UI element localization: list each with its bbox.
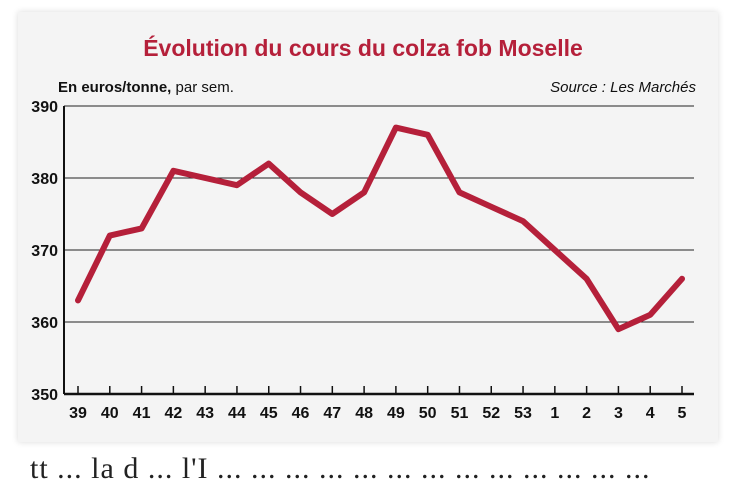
x-tick-label: 53 — [514, 405, 532, 422]
y-tick-label: 350 — [31, 387, 58, 404]
data-point — [329, 211, 335, 217]
x-tick-label: 50 — [419, 405, 437, 422]
x-tick-label: 3 — [614, 405, 623, 422]
x-tick-label: 47 — [323, 405, 341, 422]
x-tick-label: 42 — [164, 405, 182, 422]
axes — [63, 106, 694, 396]
x-tick-label: 5 — [678, 405, 687, 422]
data-point — [393, 125, 399, 131]
data-point — [107, 233, 113, 239]
data-point — [647, 312, 653, 318]
y-tick-label: 390 — [31, 99, 58, 116]
partial-text-below: tt ... la d ... l'I ... ... ... ... ... … — [30, 452, 651, 486]
x-tick-label: 52 — [482, 405, 500, 422]
y-tick-label: 380 — [31, 171, 58, 188]
data-point — [75, 297, 81, 303]
grid-lines — [64, 105, 694, 323]
series-line — [75, 124, 685, 333]
x-tick-label: 44 — [228, 405, 246, 422]
data-point — [520, 218, 526, 224]
data-point — [202, 175, 208, 181]
unit-label-bold: En euros/tonne, — [58, 79, 171, 96]
data-point — [170, 168, 176, 174]
data-point — [298, 189, 304, 195]
data-point — [456, 189, 462, 195]
x-tick-label: 2 — [582, 405, 591, 422]
y-tick-label: 360 — [31, 315, 58, 332]
x-tick-label: 49 — [387, 405, 405, 422]
x-tick-label: 45 — [260, 405, 278, 422]
data-point — [234, 182, 240, 188]
data-point — [266, 161, 272, 167]
data-point — [584, 276, 590, 282]
source-label: Source : Les Marchés — [550, 79, 696, 96]
data-point — [361, 189, 367, 195]
y-axis-ticks: 350 360 370 380 390 — [31, 99, 58, 404]
unit-label-rest: par sem. — [171, 79, 234, 96]
data-point — [615, 326, 621, 332]
data-point — [139, 225, 145, 231]
data-point — [425, 132, 431, 138]
x-tick-label: 41 — [133, 405, 151, 422]
partial-text-content: tt ... la d ... l'I ... ... ... ... ... … — [30, 452, 651, 485]
series-layer — [75, 124, 685, 333]
unit-label: En euros/tonne, par sem. — [58, 79, 234, 96]
x-tick-label: 48 — [355, 405, 373, 422]
data-point — [679, 276, 685, 282]
x-tick-label: 43 — [196, 405, 214, 422]
x-tick-label: 4 — [646, 405, 655, 422]
chart-title: Évolution du cours du colza fob Moselle — [143, 34, 583, 61]
data-point — [488, 204, 494, 210]
x-axis-ticks: 39 40 41 42 43 44 45 46 47 48 49 50 51 52 53 1 2 3 4 5 — [69, 386, 687, 422]
x-tick-label: 39 — [69, 405, 87, 422]
chart-card: Évolution du cours du colza fob Moselle … — [18, 12, 718, 442]
x-tick-label: 46 — [292, 405, 310, 422]
chart-svg: Évolution du cours du colza fob Moselle … — [31, 34, 696, 422]
x-tick-label: 1 — [550, 405, 559, 422]
x-tick-label: 51 — [451, 405, 469, 422]
x-tick-label: 40 — [101, 405, 119, 422]
data-point — [552, 247, 558, 253]
y-tick-label: 370 — [31, 243, 58, 260]
